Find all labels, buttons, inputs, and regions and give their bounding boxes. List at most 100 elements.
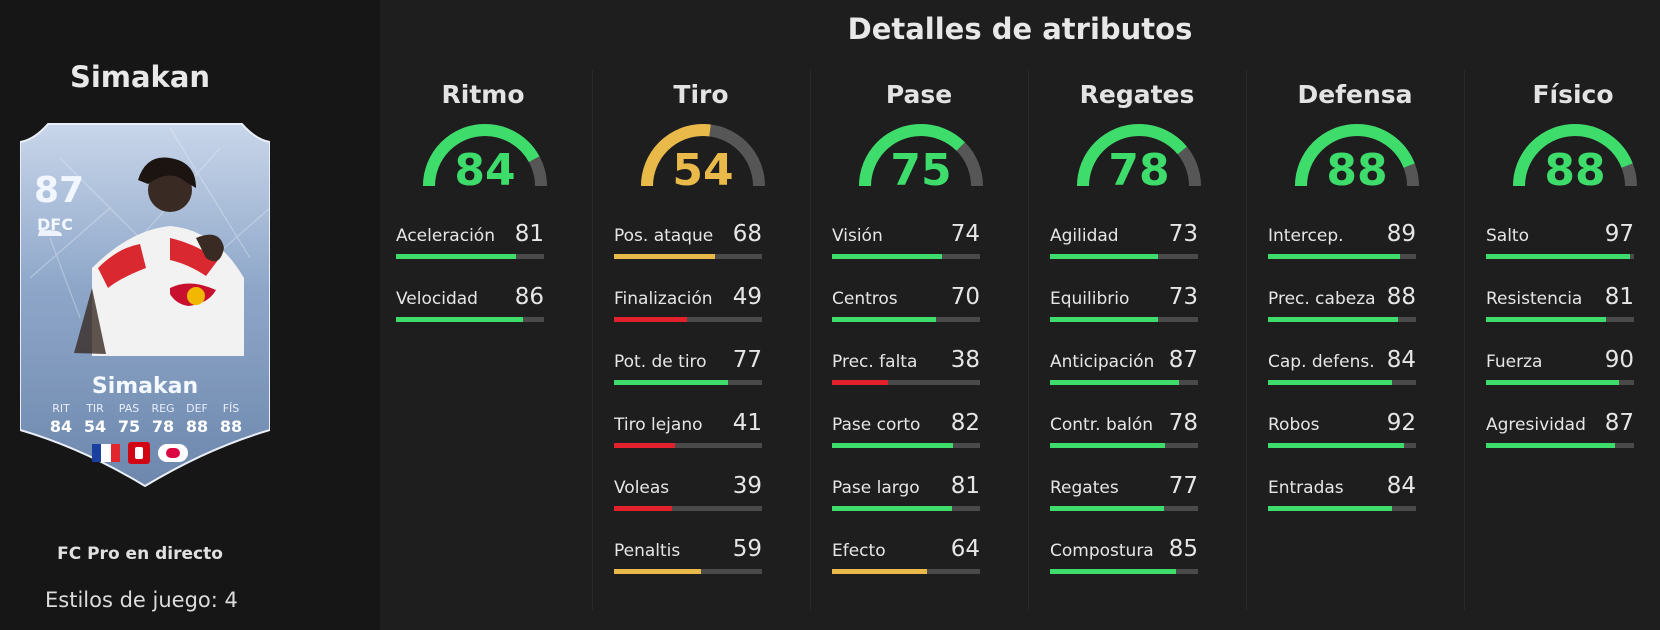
card-stat-label: PAS bbox=[118, 402, 140, 415]
attribute-name: Entradas bbox=[1268, 478, 1344, 498]
category-title: Defensa bbox=[1297, 80, 1413, 109]
card-version-label: FC Pro en directo bbox=[57, 544, 223, 564]
card-stat-value: 54 bbox=[83, 417, 107, 436]
attribute-name: Tiro lejano bbox=[614, 415, 703, 435]
attribute-value: 70 bbox=[950, 284, 980, 310]
attribute-bar bbox=[614, 506, 762, 511]
card-stat-value: 75 bbox=[117, 417, 141, 436]
attribute-row[interactable]: Cap. defens. 84 bbox=[1268, 347, 1416, 387]
column-divider bbox=[1246, 70, 1247, 610]
attribute-row[interactable]: Robos 92 bbox=[1268, 410, 1416, 450]
attribute-row[interactable]: Contr. balón 78 bbox=[1050, 410, 1198, 450]
attribute-name: Pos. ataque bbox=[614, 226, 714, 246]
attribute-row[interactable]: Prec. falta 38 bbox=[832, 347, 980, 387]
attribute-bar bbox=[1486, 254, 1634, 259]
attribute-row[interactable]: Regates 77 bbox=[1050, 473, 1198, 513]
category-3: Regates 78 Agilidad 73 Equilibrio 73 Anticipac… bbox=[1034, 0, 1240, 630]
attribute-bar bbox=[1050, 506, 1198, 511]
category-gauge: 54 bbox=[638, 121, 768, 196]
attribute-row[interactable]: Velocidad 86 bbox=[396, 284, 544, 324]
attribute-bar-fill bbox=[832, 506, 952, 511]
attribute-row[interactable]: Agresividad 87 bbox=[1486, 410, 1634, 450]
attribute-row[interactable]: Prec. cabeza 88 bbox=[1268, 284, 1416, 324]
attribute-bar bbox=[1486, 317, 1634, 322]
category-0: Ritmo 84 Aceleración 81 Velocidad 86 bbox=[380, 0, 586, 630]
attribute-bar bbox=[1050, 569, 1198, 574]
attribute-bar bbox=[1050, 443, 1198, 448]
attribute-row[interactable]: Visión 74 bbox=[832, 221, 980, 261]
attribute-bar bbox=[832, 569, 980, 574]
attribute-value: 81 bbox=[514, 221, 544, 247]
attribute-name: Agresividad bbox=[1486, 415, 1586, 435]
attribute-bar-fill bbox=[614, 569, 702, 574]
attribute-row[interactable]: Compostura 85 bbox=[1050, 536, 1198, 576]
gauge-fill bbox=[1295, 124, 1419, 187]
attribute-bar-fill bbox=[1268, 254, 1400, 259]
attribute-row[interactable]: Anticipación 87 bbox=[1050, 347, 1198, 387]
attribute-bar-fill bbox=[832, 569, 927, 574]
attribute-row[interactable]: Intercep. 89 bbox=[1268, 221, 1416, 261]
category-title: Regates bbox=[1079, 80, 1195, 109]
card-stat-label: FÍS bbox=[222, 402, 240, 415]
category-rating: 88 bbox=[1326, 145, 1388, 196]
player-panel: Simakan bbox=[0, 0, 380, 630]
card-position: DFC bbox=[37, 215, 73, 234]
attribute-row[interactable]: Penaltis 59 bbox=[614, 536, 762, 576]
attribute-row[interactable]: Fuerza 90 bbox=[1486, 347, 1634, 387]
playstyles-count[interactable]: Estilos de juego: 4 bbox=[45, 588, 238, 612]
attribute-value: 92 bbox=[1386, 410, 1416, 436]
attribute-bar-fill bbox=[614, 317, 687, 322]
attribute-bar-fill bbox=[614, 443, 675, 448]
attribute-row[interactable]: Resistencia 81 bbox=[1486, 284, 1634, 324]
attribute-columns: Ritmo 84 Aceleración 81 Velocidad 86 Tiro 54 Pos… bbox=[380, 0, 1660, 630]
category-gauge: 88 bbox=[1292, 121, 1422, 196]
attribute-bar bbox=[1050, 380, 1198, 385]
card-stat-label: RIT bbox=[52, 402, 70, 415]
attribute-bar-fill bbox=[396, 317, 524, 322]
category-title: Físico bbox=[1532, 80, 1614, 109]
attribute-name: Finalización bbox=[614, 289, 713, 309]
card-background bbox=[20, 123, 270, 488]
card-stat: DEF 88 bbox=[182, 402, 212, 436]
attribute-row[interactable]: Pase largo 81 bbox=[832, 473, 980, 513]
attribute-value: 81 bbox=[950, 473, 980, 499]
attribute-bar bbox=[614, 317, 762, 322]
card-stat-value: 88 bbox=[185, 417, 209, 436]
attribute-value: 77 bbox=[1168, 473, 1198, 499]
attribute-name: Prec. cabeza bbox=[1268, 289, 1376, 309]
column-divider bbox=[592, 70, 593, 610]
attribute-name: Centros bbox=[832, 289, 898, 309]
attribute-bar bbox=[832, 380, 980, 385]
attribute-bar-fill bbox=[614, 254, 715, 259]
attribute-row[interactable]: Equilibrio 73 bbox=[1050, 284, 1198, 324]
attribute-row[interactable]: Pase corto 82 bbox=[832, 410, 980, 450]
attribute-bar-fill bbox=[1268, 317, 1399, 322]
attribute-value: 90 bbox=[1604, 347, 1634, 373]
attribute-row[interactable]: Voleas 39 bbox=[614, 473, 762, 513]
attribute-bar bbox=[396, 254, 544, 259]
card-stat-value: 78 bbox=[151, 417, 175, 436]
category-gauge: 75 bbox=[856, 121, 986, 196]
attribute-value: 82 bbox=[950, 410, 980, 436]
attribute-row[interactable]: Salto 97 bbox=[1486, 221, 1634, 261]
attribute-row[interactable]: Agilidad 73 bbox=[1050, 221, 1198, 261]
attribute-row[interactable]: Tiro lejano 41 bbox=[614, 410, 762, 450]
attribute-bar-fill bbox=[832, 317, 936, 322]
attribute-row[interactable]: Pos. ataque 68 bbox=[614, 221, 762, 261]
attribute-value: 85 bbox=[1168, 536, 1198, 562]
category-gauge: 84 bbox=[420, 121, 550, 196]
attribute-bar-fill bbox=[1486, 317, 1606, 322]
attribute-row[interactable]: Aceleración 81 bbox=[396, 221, 544, 261]
player-card[interactable]: 87 DFC Simakan RIT 84 TIR 54 PAS 75 REG 78 D… bbox=[20, 118, 270, 488]
attribute-value: 97 bbox=[1604, 221, 1634, 247]
attribute-bar bbox=[1486, 380, 1634, 385]
attribute-value: 81 bbox=[1604, 284, 1634, 310]
attribute-value: 49 bbox=[732, 284, 762, 310]
attribute-row[interactable]: Entradas 84 bbox=[1268, 473, 1416, 513]
attribute-bar-fill bbox=[1050, 569, 1176, 574]
category-2: Pase 75 Visión 74 Centros 70 Prec. falta 38 Pase… bbox=[816, 0, 1022, 630]
attribute-row[interactable]: Finalización 49 bbox=[614, 284, 762, 324]
attribute-row[interactable]: Efecto 64 bbox=[832, 536, 980, 576]
attribute-row[interactable]: Centros 70 bbox=[832, 284, 980, 324]
attribute-row[interactable]: Pot. de tiro 77 bbox=[614, 347, 762, 387]
